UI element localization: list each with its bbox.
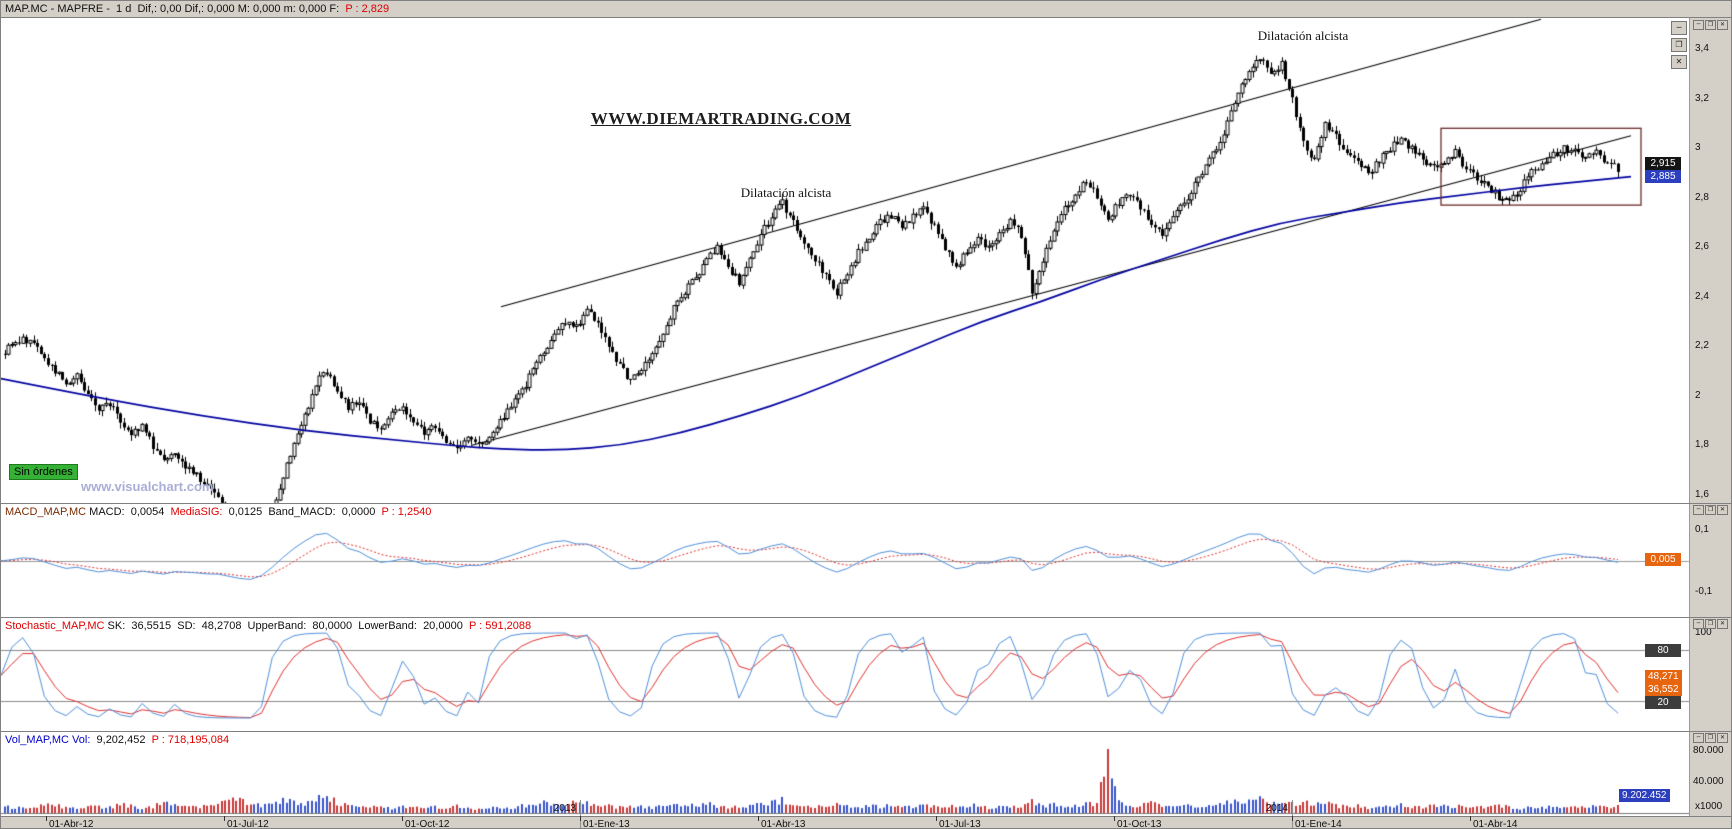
year-label: 2013	[553, 803, 576, 814]
mediasig-label: MediaSIG:	[170, 506, 226, 518]
stochastic-panel-header: Stochastic_MAP,MC SK: 36,5515 SD: 48,270…	[5, 620, 532, 632]
time-axis-tick	[1114, 816, 1115, 821]
stoch-pane-restore-button[interactable]: ❐	[1705, 619, 1716, 629]
last-price-badge: 2,915	[1645, 157, 1681, 170]
pane-separator[interactable]	[1, 617, 1731, 618]
stoch-sk-badge: 36,552	[1645, 683, 1682, 696]
macd-symbol-label: MACD_MAP,MC	[5, 506, 90, 518]
time-axis-tick	[46, 816, 47, 821]
pane-separator[interactable]	[1, 731, 1731, 732]
time-axis-tick	[402, 816, 403, 821]
time-axis-label: 01-Abr-12	[49, 819, 94, 829]
stochastic-chart-canvas[interactable]	[1, 617, 1689, 731]
macd-value-badge: 0,005	[1645, 553, 1681, 566]
time-axis-label: 01-Oct-13	[1117, 819, 1162, 829]
window-title-values: Dif,: 0,00 Dif,: 0,000 M: 0,000 m: 0,000…	[137, 3, 346, 15]
stoch-pane-minimize-button[interactable]: ─	[1693, 619, 1704, 629]
time-axis-label: 01-Ene-13	[583, 819, 630, 829]
ma-price-badge: 2,885	[1645, 170, 1681, 183]
time-axis-label: 01-Oct-12	[405, 819, 450, 829]
pane-separator[interactable]	[1, 503, 1731, 504]
stoch-axis-label: 100	[1695, 627, 1712, 638]
year-label: 2014	[1265, 803, 1288, 814]
volume-value-badge: 9.202.452	[1619, 789, 1670, 802]
stoch-pane-close-button[interactable]: ✕	[1717, 619, 1728, 629]
time-axis-tick	[936, 816, 937, 821]
window-titlebar: MAP.MC - MAPFRE - 1 d Dif,: 0,00 Dif,: 0…	[1, 1, 1731, 69]
main-pane-close-button[interactable]: ✕	[1717, 20, 1728, 30]
price-axis-label: 2,2	[1695, 340, 1709, 352]
price-axis-label: 2,4	[1695, 290, 1709, 302]
time-axis-tick	[758, 816, 759, 821]
price-axis-gutter	[1689, 18, 1731, 816]
price-axis-label: 3,2	[1695, 92, 1709, 104]
symbol-title: MAP.MC - MAPFRE - 1 d	[5, 3, 138, 15]
stoch-gridline-20-badge: 20	[1645, 696, 1681, 709]
volume-pane-close-button[interactable]: ✕	[1717, 733, 1728, 743]
time-axis-label: 01-Jul-12	[227, 819, 269, 829]
volume-symbol-label: Vol_MAP,MC Vol:	[5, 734, 97, 746]
time-axis-tick	[1470, 816, 1471, 821]
time-axis-label: 01-Abr-14	[1473, 819, 1518, 829]
price-chart-canvas[interactable]	[1, 18, 1689, 503]
annotation-dilatacion-top: Dilatación alcista	[1257, 28, 1349, 43]
price-axis-label: 1,8	[1695, 439, 1709, 451]
price-axis-label: 2	[1695, 389, 1701, 401]
macd-pane-restore-button[interactable]: ❐	[1705, 505, 1716, 515]
macd-pane-close-button[interactable]: ✕	[1717, 505, 1728, 515]
time-axis-label: 01-Abr-13	[761, 819, 806, 829]
time-axis-bar[interactable]	[1, 816, 1731, 828]
stoch-sd-badge: 48,271	[1645, 670, 1682, 683]
macd-panel-header: MACD_MAP,MC MACD: 0,0054 MediaSIG: 0,012…	[5, 506, 432, 518]
main-pane-restore-button[interactable]: ❐	[1705, 20, 1716, 30]
visualchart-watermark: www.visualchart.com	[81, 479, 214, 494]
main-pane-minimize-button[interactable]: ─	[1693, 20, 1704, 30]
volume-axis-label: 40.000	[1693, 775, 1724, 787]
macd-pane-minimize-button[interactable]: ─	[1693, 505, 1704, 515]
macd-axis-label: -0,1	[1695, 586, 1713, 597]
no-orders-badge: Sin órdenes	[9, 464, 78, 480]
macd-axis-label: 0,1	[1695, 524, 1709, 535]
volume-scale-note: x1000	[1695, 801, 1723, 812]
time-axis-tick	[1292, 816, 1293, 821]
volume-panel-header: Vol_MAP,MC Vol: 9,202,452 P : 718,195,08…	[5, 734, 230, 746]
year-divider-line	[580, 800, 581, 828]
volume-pane-minimize-button[interactable]: ─	[1693, 733, 1704, 743]
volume-chart-canvas[interactable]	[1, 731, 1689, 816]
macd-chart-canvas[interactable]	[1, 503, 1689, 617]
time-axis-label: 01-Jul-13	[939, 819, 981, 829]
time-axis-tick	[224, 816, 225, 821]
time-axis-label: 01-Ene-14	[1295, 819, 1342, 829]
price-axis-label: 2,6	[1695, 241, 1709, 253]
annotation-dilatacion-mid: Dilatación alcista	[740, 185, 832, 200]
stoch-gridline-80-badge: 80	[1645, 644, 1681, 657]
price-axis-label: 1,6	[1695, 489, 1709, 501]
price-axis-label: 2,8	[1695, 191, 1709, 203]
price-axis-label: 3	[1695, 142, 1701, 154]
volume-axis-label: 80.000	[1693, 744, 1724, 756]
time-axis-tick	[580, 816, 581, 821]
year-divider-line	[1292, 800, 1293, 828]
window-title-price: P : 2,829	[345, 3, 390, 15]
diemartrading-watermark: WWW.DIEMARTRADING.COM	[590, 109, 852, 128]
stoch-symbol-label: Stochastic_MAP,MC	[5, 620, 108, 632]
volume-pane-restore-button[interactable]: ❐	[1705, 733, 1716, 743]
price-axis-label: 3,4	[1695, 43, 1709, 54]
